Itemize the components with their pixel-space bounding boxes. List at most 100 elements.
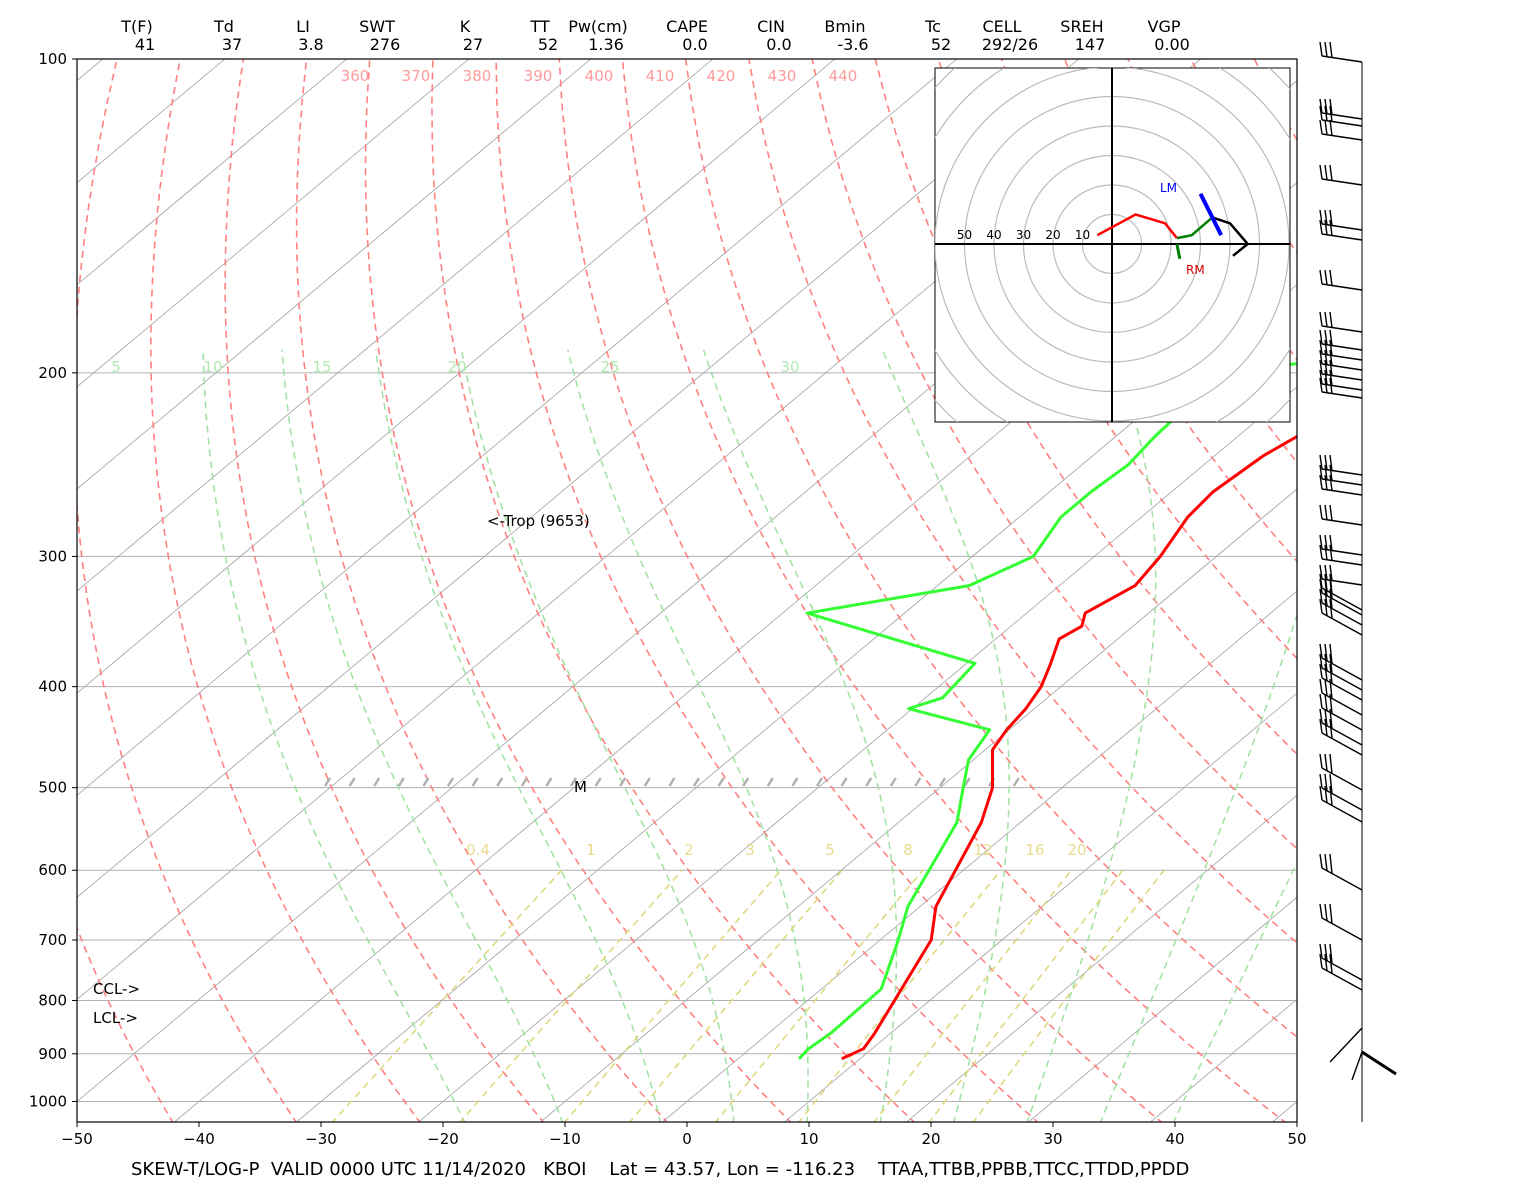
mixing-label: 0.4 bbox=[466, 841, 490, 859]
isotherm bbox=[77, 59, 836, 694]
mixing-ratio-line bbox=[972, 869, 1165, 1122]
barb-flag bbox=[1324, 504, 1328, 520]
dry-adiabat bbox=[811, 59, 1297, 850]
wind-barb bbox=[1319, 504, 1363, 526]
barb-flag bbox=[1324, 785, 1328, 803]
dry-adiabat bbox=[77, 59, 298, 1122]
wind-barb bbox=[1361, 1050, 1397, 1076]
barb-shaft bbox=[1321, 732, 1363, 756]
wind-barb bbox=[1319, 534, 1363, 556]
dry-adiabat bbox=[364, 59, 792, 1122]
mixing-ratio-line bbox=[928, 869, 1124, 1122]
barb-flag bbox=[1329, 663, 1333, 684]
dry-adiabat bbox=[874, 59, 1297, 756]
moist-adiabat bbox=[281, 349, 564, 1122]
wet-bulb-zero-mark bbox=[742, 777, 750, 787]
header-label: CIN bbox=[757, 17, 785, 36]
wind-barb bbox=[1319, 454, 1363, 476]
y-tick-label: 500 bbox=[38, 779, 67, 797]
barb-shaft bbox=[1321, 468, 1363, 476]
hodo-segment-high bbox=[1211, 216, 1250, 257]
barb-flag bbox=[1324, 464, 1328, 480]
barb-flag bbox=[1324, 853, 1328, 871]
wet-bulb-zero-mark bbox=[914, 777, 922, 787]
barb-flag bbox=[1319, 693, 1323, 709]
barb-flag bbox=[1324, 953, 1328, 971]
header-label: Pw(cm) bbox=[568, 17, 628, 36]
moist-adiabat bbox=[460, 349, 735, 1122]
wet-bulb-zero-mark bbox=[815, 777, 824, 787]
barb-flag bbox=[1319, 464, 1323, 480]
dry-adiabat bbox=[684, 59, 1297, 1038]
wind-barb bbox=[1319, 564, 1363, 586]
barb-flag bbox=[1319, 708, 1323, 724]
wind-barb bbox=[1319, 311, 1363, 333]
wind-barb bbox=[1319, 544, 1363, 566]
barb-flag bbox=[1329, 534, 1333, 551]
hodo-rm-label: RM bbox=[1186, 263, 1205, 277]
barb-shaft bbox=[1321, 478, 1363, 486]
wind-barb bbox=[1319, 269, 1363, 291]
barb-flag bbox=[1324, 349, 1328, 365]
barb-flag bbox=[1329, 903, 1333, 924]
isotherm bbox=[783, 692, 1297, 1122]
barb-flag bbox=[1324, 454, 1328, 470]
m-marker: M bbox=[574, 778, 587, 796]
isotherm bbox=[77, 59, 470, 388]
moist-label: 20 bbox=[447, 358, 466, 376]
mixing-ratio-line bbox=[459, 869, 683, 1122]
dry-adiabat bbox=[431, 59, 916, 1122]
barb-flag bbox=[1329, 853, 1333, 874]
barb-flag bbox=[1319, 209, 1323, 225]
dry-adiabat bbox=[1318, 59, 1536, 1124]
wet-bulb-zero-mark bbox=[496, 777, 504, 787]
barb-shaft bbox=[1321, 967, 1363, 991]
theta-label: 430 bbox=[768, 67, 797, 85]
mixing-label: 12 bbox=[973, 841, 992, 859]
ccl-label: CCL-> bbox=[93, 980, 140, 998]
header-label: Tc bbox=[924, 17, 941, 36]
moist-adiabat bbox=[1099, 612, 1297, 1122]
wet-bulb-zero-mark bbox=[619, 777, 627, 787]
x-tick-label: −30 bbox=[305, 1130, 337, 1148]
barb-flag bbox=[1319, 718, 1323, 734]
barb-flag bbox=[1324, 339, 1328, 355]
barb-flag bbox=[1324, 678, 1328, 696]
barb-flag bbox=[1324, 329, 1328, 345]
x-tick-label: −20 bbox=[427, 1130, 459, 1148]
barb-flag bbox=[1319, 119, 1323, 135]
barb-flag bbox=[1319, 753, 1323, 769]
header-label: SWT bbox=[359, 17, 395, 36]
dry-adiabat bbox=[558, 59, 1163, 1122]
barb-flag bbox=[1329, 377, 1333, 394]
barb-flag bbox=[1329, 643, 1333, 664]
x-tick-label: −10 bbox=[549, 1130, 581, 1148]
barb-flag bbox=[1319, 943, 1323, 959]
mixing-label: 2 bbox=[684, 841, 694, 859]
y-tick-label: 900 bbox=[38, 1045, 67, 1063]
barb-shaft bbox=[1321, 223, 1363, 231]
barb-shaft bbox=[1321, 383, 1363, 391]
wind-barb bbox=[1319, 943, 1363, 981]
theta-label: 360 bbox=[341, 67, 370, 85]
wind-barb bbox=[1319, 359, 1363, 381]
wind-barb bbox=[1319, 785, 1363, 823]
barb-flag bbox=[1324, 474, 1328, 490]
header-label: Bmin bbox=[824, 17, 865, 36]
barb-flag bbox=[1319, 359, 1323, 375]
barb-flag bbox=[1319, 598, 1323, 614]
barb-flag bbox=[1319, 219, 1323, 235]
barb-shaft bbox=[1321, 587, 1363, 611]
wet-bulb-zero-mark bbox=[397, 777, 405, 787]
wet-bulb-zero-mark bbox=[422, 777, 430, 787]
theta-label: 410 bbox=[646, 67, 675, 85]
barb-flag bbox=[1319, 564, 1323, 580]
wet-bulb-zero-mark bbox=[668, 777, 676, 787]
moist-label: 10 bbox=[203, 358, 222, 376]
barb-flag bbox=[1329, 359, 1333, 376]
barb-flag bbox=[1329, 504, 1333, 521]
barb-flag bbox=[1324, 544, 1328, 560]
barb-flag bbox=[1329, 119, 1333, 136]
barb-flag bbox=[1324, 588, 1328, 606]
